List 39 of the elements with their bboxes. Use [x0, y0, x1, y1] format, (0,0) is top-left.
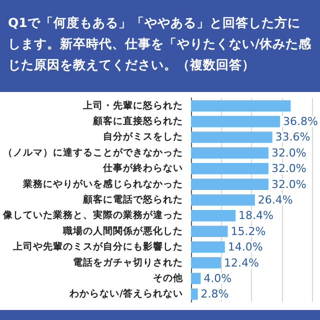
data-label: 32.0% [271, 178, 306, 191]
bar [191, 241, 225, 253]
bar [191, 288, 198, 300]
bar [191, 162, 268, 174]
data-label: 33.6% [275, 130, 310, 144]
y-tick-label: 自分がミスをした [103, 130, 183, 143]
bar [191, 226, 228, 238]
y-tick-label: 上司や先輩のミスが自分にも影響した [12, 240, 183, 253]
data-label: 26.4% [258, 194, 293, 206]
y-tick-label: （ノルマ）に達することができなかった [3, 146, 183, 158]
y-tick-label: わからない/答えられない [68, 288, 183, 300]
y-tick-label: 像していた業務と、実際の業務が違った [2, 209, 183, 222]
data-label: 12.4% [224, 256, 259, 270]
bar [191, 210, 236, 222]
data-label: 32.0% [271, 162, 306, 176]
bar [191, 194, 255, 206]
data-label: 2.8% [200, 288, 229, 301]
y-tick-label: その他 [153, 272, 184, 284]
y-tick-label: 電話をガチャ切りされた [73, 256, 183, 268]
y-tick-label: 上司・先輩に怒られた [82, 99, 183, 112]
data-label: 14.0% [228, 240, 263, 254]
bar [191, 147, 268, 159]
bar [191, 100, 291, 112]
y-tick-label: 業務にやりがいを感じられなかった [22, 178, 183, 190]
y-tick-label: 顧客に電話で怒られた [82, 194, 183, 206]
data-label: 36.8% [283, 115, 318, 128]
data-label: 4.0% [204, 272, 232, 285]
bar [191, 178, 268, 190]
data-label: 32.0% [271, 146, 306, 160]
bar [191, 116, 280, 128]
y-tick-label: 顧客に直接怒られた [92, 115, 183, 128]
bar [191, 272, 201, 284]
data-label: 15.2% [230, 224, 266, 238]
bar [191, 257, 222, 268]
y-tick-label: 仕事が終わらない [102, 162, 183, 174]
data-label: 18.4% [238, 209, 274, 222]
chart-title: Q1で「何度もある」「ややある」と回答した方にします。新卒時代、仕事を「やりたくない/休みた感じた原因を教えてください。（複数回答） [0, 0, 320, 92]
bar [191, 132, 272, 143]
y-tick-label: 職場の人間関係が悪化した [62, 224, 183, 237]
